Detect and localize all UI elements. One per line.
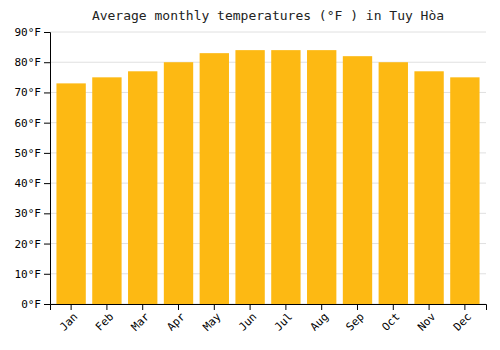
y-tick: 50°F [15, 147, 51, 160]
bar [379, 62, 408, 304]
tick-mark [106, 304, 107, 310]
tick-mark [285, 304, 286, 310]
bar [56, 83, 85, 304]
y-tick: 0°F [21, 298, 50, 311]
x-tick: Dec [451, 304, 474, 334]
tick-mark [429, 304, 430, 310]
tick-mark [44, 274, 50, 275]
bar [271, 50, 300, 304]
tick-label: Nov [415, 310, 439, 334]
tick-label: Jul [272, 310, 295, 333]
tick-label: Mar [129, 310, 153, 334]
tick-mark [44, 244, 50, 245]
tick-mark [357, 304, 358, 310]
tick-label: 10°F [15, 268, 42, 281]
tick-label: Sep [344, 310, 367, 333]
tick-mark [142, 304, 143, 310]
bar [414, 71, 443, 304]
tick-mark [44, 153, 50, 154]
tick-mark [44, 123, 50, 124]
y-tick: 10°F [15, 268, 51, 281]
x-tick: Jun [236, 304, 259, 334]
x-tick: May [200, 304, 224, 334]
bar [164, 62, 193, 304]
tick-label: 70°F [15, 86, 42, 99]
y-tick: 30°F [15, 207, 51, 220]
tick-label: Aug [308, 310, 331, 333]
grid-line [50, 62, 486, 63]
tick-label: 90°F [15, 26, 42, 39]
tick-mark [393, 304, 394, 310]
tick-mark [44, 32, 50, 33]
tick-mark [44, 183, 50, 184]
tick-label: 60°F [15, 117, 42, 130]
tick-mark [71, 304, 72, 310]
y-tick: 40°F [15, 177, 51, 190]
grid [50, 32, 486, 304]
x-tick: Feb [93, 304, 116, 334]
tick-mark [44, 62, 50, 63]
x-tick: Jul [272, 304, 295, 334]
y-tick: 90°F [15, 26, 51, 39]
tick-mark [178, 304, 179, 310]
tick-label: May [200, 310, 224, 334]
x-tick: Oct [379, 304, 402, 334]
tick-label: 80°F [15, 56, 42, 69]
axis-line [44, 33, 51, 305]
tick-mark [464, 304, 465, 310]
tick-mark [44, 304, 50, 305]
x-tick: Aug [308, 304, 331, 334]
tick-label: Oct [379, 310, 402, 333]
title: Average monthly temperatures (°F ) in Tu… [92, 8, 444, 23]
x-tick: Mar [129, 304, 153, 334]
tick-label: 40°F [15, 177, 42, 190]
tick-label: 30°F [15, 207, 42, 220]
x-tick: Nov [415, 304, 439, 334]
tick-mark [44, 213, 50, 214]
bar [343, 56, 372, 304]
tick-mark [214, 304, 215, 310]
tick-label: Jan [57, 310, 80, 333]
x-tick: Sep [344, 304, 367, 334]
y-axis: 0°F 10°F 20°F 30°F 40°F 50°F 60°F 70°F 80°F 90°F [15, 26, 51, 311]
tick-label: Dec [451, 310, 474, 333]
axis-line [51, 305, 487, 311]
bar [307, 50, 336, 304]
tick-mark [44, 92, 50, 93]
bar [450, 77, 479, 304]
tick-label: Feb [93, 310, 116, 333]
y-tick: 20°F [15, 238, 51, 251]
plot-area: 0°F 10°F 20°F 30°F 40°F 50°F 60°F 70°F 80°F 90°F J… [15, 26, 487, 334]
x-axis: Jan Feb Mar Apr May Jun Jul Aug Sep Oct Nov Dec [51, 304, 487, 334]
tick-mark [250, 304, 251, 310]
y-tick: 80°F [15, 56, 51, 69]
tick-label: Jun [236, 310, 259, 333]
tick-label: 20°F [15, 238, 42, 251]
x-tick: Apr [165, 304, 189, 334]
bar [235, 50, 264, 304]
grid-line [50, 32, 486, 33]
y-tick: 70°F [15, 86, 51, 99]
bar [128, 71, 157, 304]
x-tick: Jan [57, 304, 80, 334]
tick-label: 0°F [21, 298, 41, 311]
tick-mark [321, 304, 322, 310]
bar [200, 53, 229, 304]
chart-svg: 0°F 10°F 20°F 30°F 40°F 50°F 60°F 70°F 80°F 90°F J… [0, 0, 500, 350]
bars [56, 50, 479, 304]
y-tick: 60°F [15, 117, 51, 130]
tick-label: 50°F [15, 147, 42, 160]
bar [92, 77, 121, 304]
tick-label: Apr [165, 310, 189, 334]
chart-container: 0°F 10°F 20°F 30°F 40°F 50°F 60°F 70°F 80°F 90°F J… [0, 0, 500, 350]
